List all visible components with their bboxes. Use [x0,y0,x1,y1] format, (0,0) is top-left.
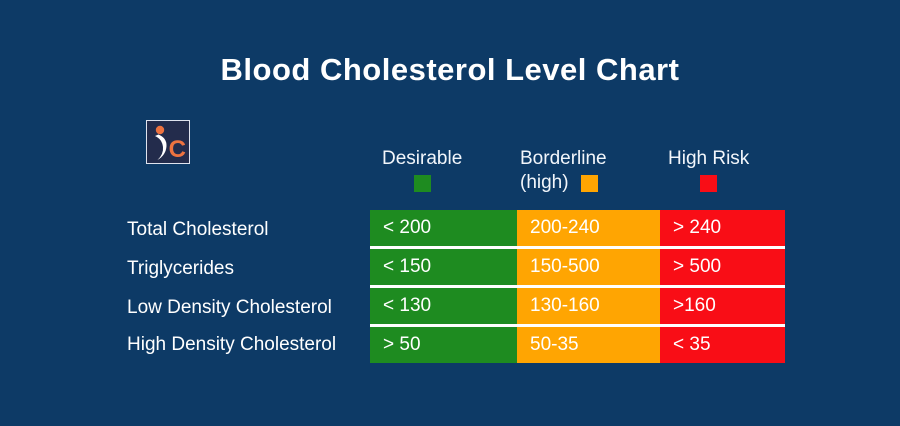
cell-borderline: 130-160 [517,288,660,327]
page-title: Blood Cholesterol Level Chart [220,52,680,87]
company-logo: C [146,120,190,164]
cell-high-risk: < 35 [660,327,785,363]
high-risk-color-swatch [700,175,718,192]
cell-desirable: > 50 [370,327,517,363]
row-label: Total Cholesterol [127,218,269,240]
borderline-color-swatch [580,174,598,192]
row-label: Triglycerides [127,257,234,279]
cell-high-risk: > 500 [660,249,785,288]
table-row: Low Density Cholesterol < 130 130-160 >1… [127,288,785,327]
logo-person-icon [155,125,167,160]
column-header-label: Desirable [382,148,463,169]
column-header-borderline: Borderline (high) [520,147,607,195]
row-label: High Density Cholesterol [127,334,337,355]
cell-desirable: < 130 [370,288,517,327]
cell-high-risk: >160 [660,288,785,327]
cell-borderline: 150-500 [517,249,660,288]
row-label: Low Density Cholesterol [127,296,332,318]
column-header-label-line2: (high) [520,172,569,193]
logo-letter: C [168,136,186,163]
cell-desirable: < 200 [370,210,517,249]
table-row: Total Cholesterol < 200 200-240 > 240 [127,210,785,249]
cholesterol-table: Total Cholesterol < 200 200-240 > 240 Tr… [127,210,785,363]
cell-borderline: 200-240 [517,210,660,249]
cell-high-risk: > 240 [660,210,785,249]
column-header-label: Borderline [520,148,607,169]
table-row: High Density Cholesterol > 50 50-35 < 35 [127,327,785,363]
column-header-high-risk: High Risk [668,147,749,192]
column-header-desirable: Desirable [382,147,462,192]
cell-desirable: < 150 [370,249,517,288]
cell-borderline: 50-35 [517,327,660,363]
table-row: Triglycerides < 150 150-500 > 500 [127,249,785,288]
desirable-color-swatch [413,175,431,192]
column-header-label: High Risk [668,148,750,169]
